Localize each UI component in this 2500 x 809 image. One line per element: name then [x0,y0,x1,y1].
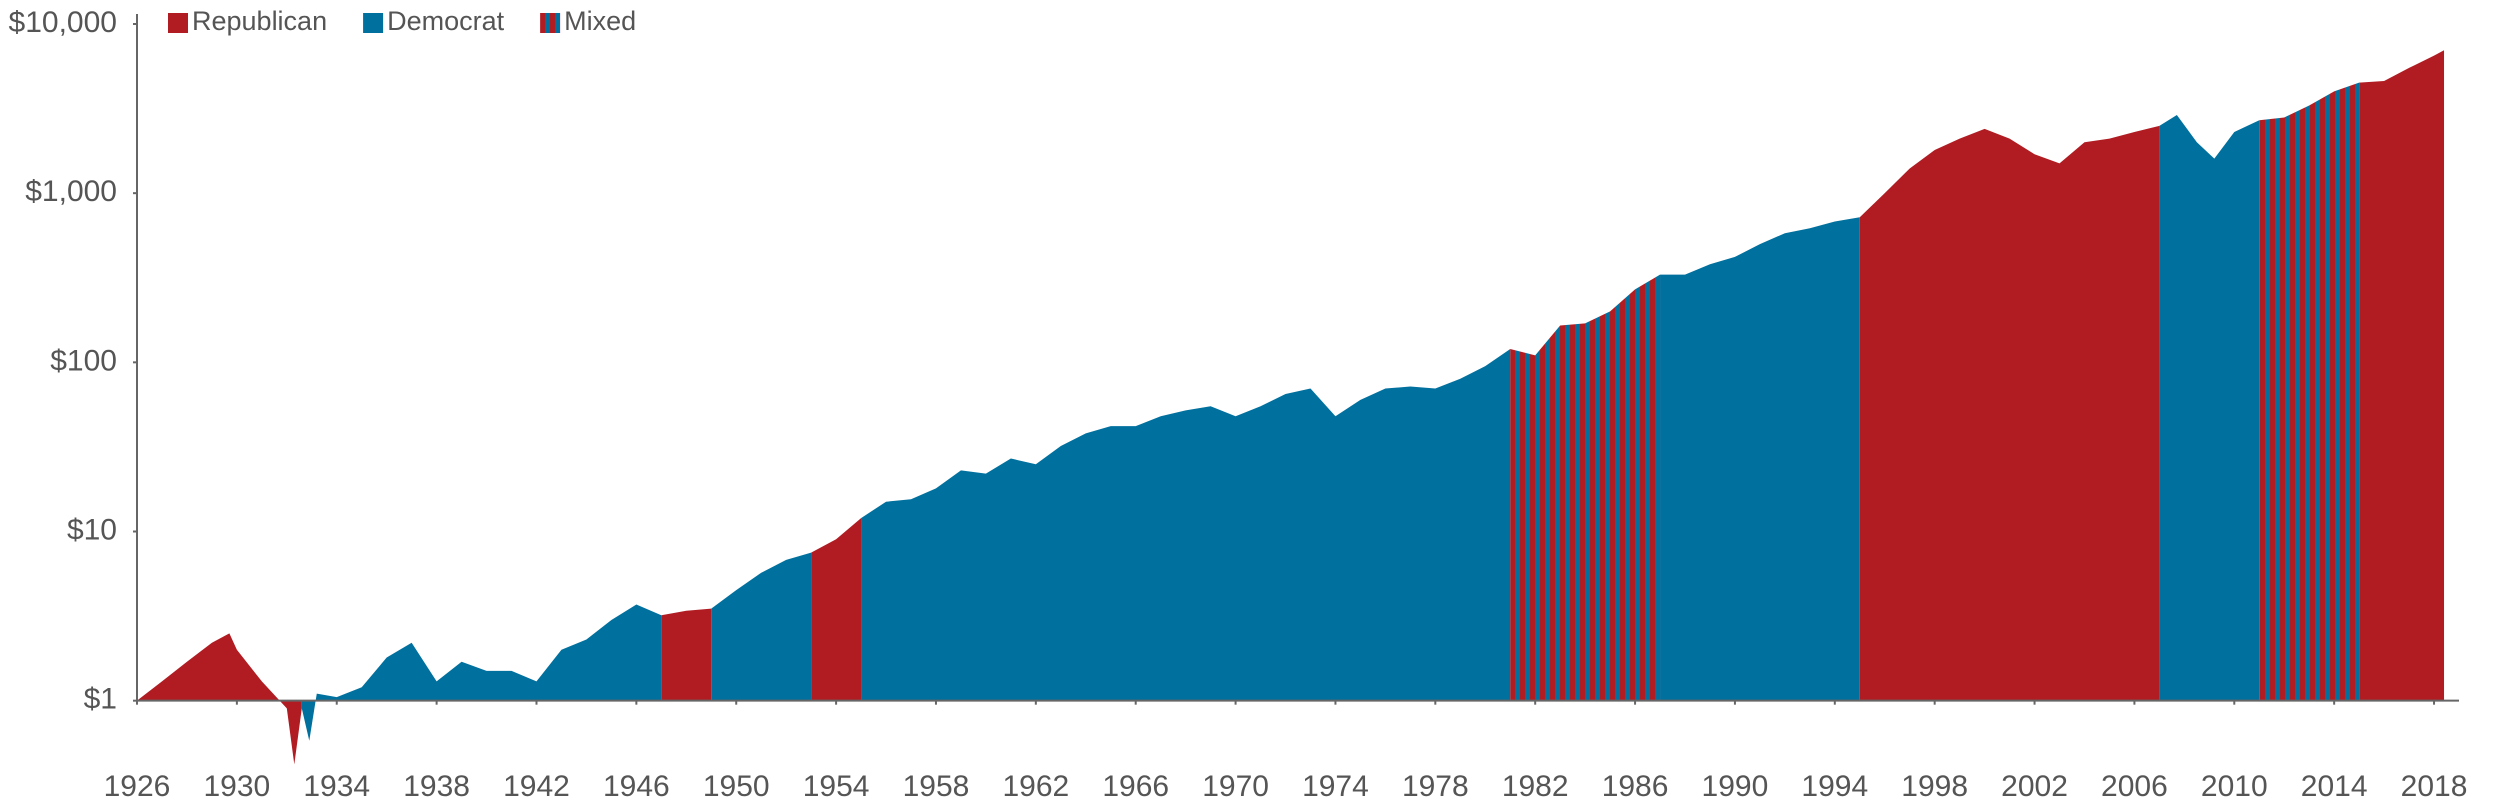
x-tick-label: 1970 [1202,770,1269,803]
x-tick-label: 1994 [1801,770,1868,803]
legend-label: Republican [192,6,327,36]
x-tick-label: 1962 [1002,770,1069,803]
x-tick-label: 1934 [303,770,370,803]
x-tick-label: 2014 [2301,770,2368,803]
x-tick-label: 2018 [2401,770,2468,803]
x-tick-label: 1966 [1102,770,1169,803]
axes: $1 $10 $100 $1,000 $10,000 1926 1930 1934 1938 19… [9,6,2468,803]
x-tick-label: 1946 [603,770,670,803]
x-tick-label: 2002 [2001,770,2068,803]
y-tick-label: $1,000 [25,175,117,208]
x-tick-label: 1938 [403,770,470,803]
x-tick-label: 1930 [203,770,270,803]
x-tick-label: 1982 [1502,770,1569,803]
legend-swatch [540,13,561,33]
legend-label: Democrat [387,6,505,36]
plot-area [137,50,2445,765]
y-tick-label: $100 [50,344,117,377]
legend: Republican Democrat Mixed [168,6,636,36]
y-tick-label: $1 [84,683,117,716]
x-tick-label: 2006 [2101,770,2168,803]
y-tick-label: $10 [67,513,117,546]
x-tick-label: 1958 [903,770,970,803]
x-tick-label: 1998 [1901,770,1968,803]
x-tick-label: 1954 [803,770,870,803]
x-tick-label: 1926 [104,770,171,803]
x-tick-label: 1978 [1402,770,1469,803]
y-tick-label: $10,000 [9,6,117,39]
x-tick-label: 1986 [1602,770,1669,803]
area-1 [301,114,2260,741]
area-0 [137,50,2445,765]
x-tick-label: 1942 [503,770,570,803]
x-tick-label: 2010 [2201,770,2268,803]
area-2 [1510,82,2360,701]
legend-swatch [363,13,384,33]
x-tick-label: 1950 [703,770,770,803]
x-tick-label: 1990 [1702,770,1769,803]
legend-label: Mixed [564,6,636,36]
x-tick-label: 1974 [1302,770,1369,803]
legend-swatch [168,13,188,33]
